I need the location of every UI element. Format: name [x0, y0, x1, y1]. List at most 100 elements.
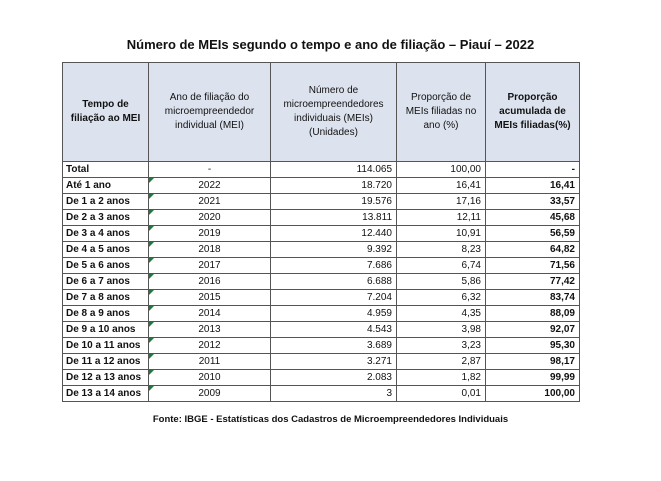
- tempo-cell: De 4 a 5 anos: [62, 241, 149, 258]
- ano-cell: 2017: [148, 257, 271, 274]
- proporcao-cell: 5,86: [396, 273, 486, 290]
- cell-marker-icon: [149, 258, 154, 263]
- table-row: De 11 a 12 anos 2011 3.271 2,87 98,17: [62, 353, 580, 370]
- ano-cell: 2011: [148, 353, 271, 370]
- acumulada-cell: 33,57: [485, 193, 580, 210]
- ano-cell: 2019: [148, 225, 271, 242]
- header-row: Tempo de filiação ao MEI Ano de filiação…: [62, 62, 580, 162]
- table-row: De 10 a 11 anos 2012 3.689 3,23 95,30: [62, 337, 580, 354]
- ano-cell: 2014: [148, 305, 271, 322]
- table-title: Número de MEIs segundo o tempo e ano de …: [126, 37, 535, 52]
- acumulada-cell: 16,41: [485, 177, 580, 194]
- proporcao-cell: 100,00: [396, 161, 486, 178]
- tempo-cell: De 1 a 2 anos: [62, 193, 149, 210]
- col-header-tempo: Tempo de filiação ao MEI: [62, 62, 149, 162]
- numero-cell: 13.811: [270, 209, 397, 226]
- proporcao-cell: 6,74: [396, 257, 486, 274]
- cell-marker-icon: [149, 306, 154, 311]
- ano-cell: 2009: [148, 385, 271, 402]
- cell-marker-icon: [149, 290, 154, 295]
- tempo-cell: Até 1 ano: [62, 177, 149, 194]
- proporcao-cell: 17,16: [396, 193, 486, 210]
- acumulada-cell: 71,56: [485, 257, 580, 274]
- cell-marker-icon: [149, 370, 154, 375]
- tempo-cell: De 10 a 11 anos: [62, 337, 149, 354]
- cell-marker-icon: [149, 210, 154, 215]
- proporcao-cell: 10,91: [396, 225, 486, 242]
- table-row: Até 1 ano 2022 18.720 16,41 16,41: [62, 177, 580, 194]
- cell-marker-icon: [149, 274, 154, 279]
- source-note: Fonte: IBGE - Estatísticas dos Cadastros…: [152, 414, 509, 425]
- proporcao-cell: 6,32: [396, 289, 486, 306]
- ano-cell: 2020: [148, 209, 271, 226]
- cell-marker-icon: [149, 194, 154, 199]
- col-header-proporcao: Proporção de MEIs filiadas no ano (%): [396, 62, 486, 162]
- acumulada-cell: 100,00: [485, 385, 580, 402]
- col-header-acumulada: Proporção acumulada de MEIs filiadas(%): [485, 62, 580, 162]
- acumulada-cell: 56,59: [485, 225, 580, 242]
- proporcao-cell: 0,01: [396, 385, 486, 402]
- cell-marker-icon: [149, 354, 154, 359]
- ano-value: 2016: [198, 276, 221, 287]
- col-header-ano: Ano de filiação do microempreendedor ind…: [148, 62, 271, 162]
- ano-value: 2017: [198, 260, 221, 271]
- total-row: Total -114.065 100,00-: [62, 161, 580, 178]
- acumulada-cell: 92,07: [485, 321, 580, 338]
- numero-cell: 3: [270, 385, 397, 402]
- tempo-cell: De 9 a 10 anos: [62, 321, 149, 338]
- ano-cell: 2016: [148, 273, 271, 290]
- numero-cell: 6.688: [270, 273, 397, 290]
- tempo-cell: De 6 a 7 anos: [62, 273, 149, 290]
- ano-cell: 2015: [148, 289, 271, 306]
- table-row: De 5 a 6 anos 2017 7.686 6,74 71,56: [62, 257, 580, 274]
- numero-cell: 18.720: [270, 177, 397, 194]
- numero-cell: 114.065: [270, 161, 397, 178]
- numero-cell: 12.440: [270, 225, 397, 242]
- proporcao-cell: 12,11: [396, 209, 486, 226]
- proporcao-cell: 1,82: [396, 369, 486, 386]
- proporcao-cell: 4,35: [396, 305, 486, 322]
- tempo-cell: Total: [62, 161, 149, 178]
- cell-marker-icon: [149, 386, 154, 391]
- table-row: De 7 a 8 anos 2015 7.204 6,32 83,74: [62, 289, 580, 306]
- ano-value: 2015: [198, 292, 221, 303]
- table-row: De 13 a 14 anos 2009 3 0,01 100,00: [62, 385, 580, 402]
- table-row: De 12 a 13 anos 2010 2.083 1,82 99,99: [62, 369, 580, 386]
- numero-cell: 3.689: [270, 337, 397, 354]
- acumulada-cell: -: [485, 161, 580, 178]
- cell-marker-icon: [149, 242, 154, 247]
- ano-value: 2013: [198, 324, 221, 335]
- table-row: De 2 a 3 anos 2020 13.811 12,11 45,68: [62, 209, 580, 226]
- table-row: De 3 a 4 anos 2019 12.440 10,91 56,59: [62, 225, 580, 242]
- ano-value: 2020: [198, 212, 221, 223]
- table-header: Tempo de filiação ao MEI Ano de filiação…: [62, 62, 580, 162]
- tempo-cell: De 8 a 9 anos: [62, 305, 149, 322]
- tempo-cell: De 5 a 6 anos: [62, 257, 149, 274]
- col-header-numero: Número de microempreendedores individuai…: [270, 62, 397, 162]
- ano-value: 2009: [198, 388, 221, 399]
- proporcao-cell: 3,23: [396, 337, 486, 354]
- acumulada-cell: 98,17: [485, 353, 580, 370]
- ano-value: 2018: [198, 244, 221, 255]
- mei-table: Tempo de filiação ao MEI Ano de filiação…: [62, 62, 580, 402]
- ano-value: 2019: [198, 228, 221, 239]
- table-row: De 4 a 5 anos 2018 9.392 8,23 64,82: [62, 241, 580, 258]
- cell-marker-icon: [149, 178, 154, 183]
- numero-cell: 7.686: [270, 257, 397, 274]
- tempo-cell: De 12 a 13 anos: [62, 369, 149, 386]
- numero-cell: 2.083: [270, 369, 397, 386]
- cell-marker-icon: [149, 322, 154, 327]
- ano-cell: 2018: [148, 241, 271, 258]
- ano-value: 2010: [198, 372, 221, 383]
- table-row: De 1 a 2 anos 2021 19.576 17,16 33,57: [62, 193, 580, 210]
- acumulada-cell: 64,82: [485, 241, 580, 258]
- cell-marker-icon: [149, 226, 154, 231]
- ano-value: 2012: [198, 340, 221, 351]
- ano-cell: -: [148, 161, 271, 178]
- ano-value: 2022: [198, 180, 221, 191]
- acumulada-cell: 95,30: [485, 337, 580, 354]
- tempo-cell: De 13 a 14 anos: [62, 385, 149, 402]
- acumulada-cell: 83,74: [485, 289, 580, 306]
- acumulada-cell: 88,09: [485, 305, 580, 322]
- ano-cell: 2022: [148, 177, 271, 194]
